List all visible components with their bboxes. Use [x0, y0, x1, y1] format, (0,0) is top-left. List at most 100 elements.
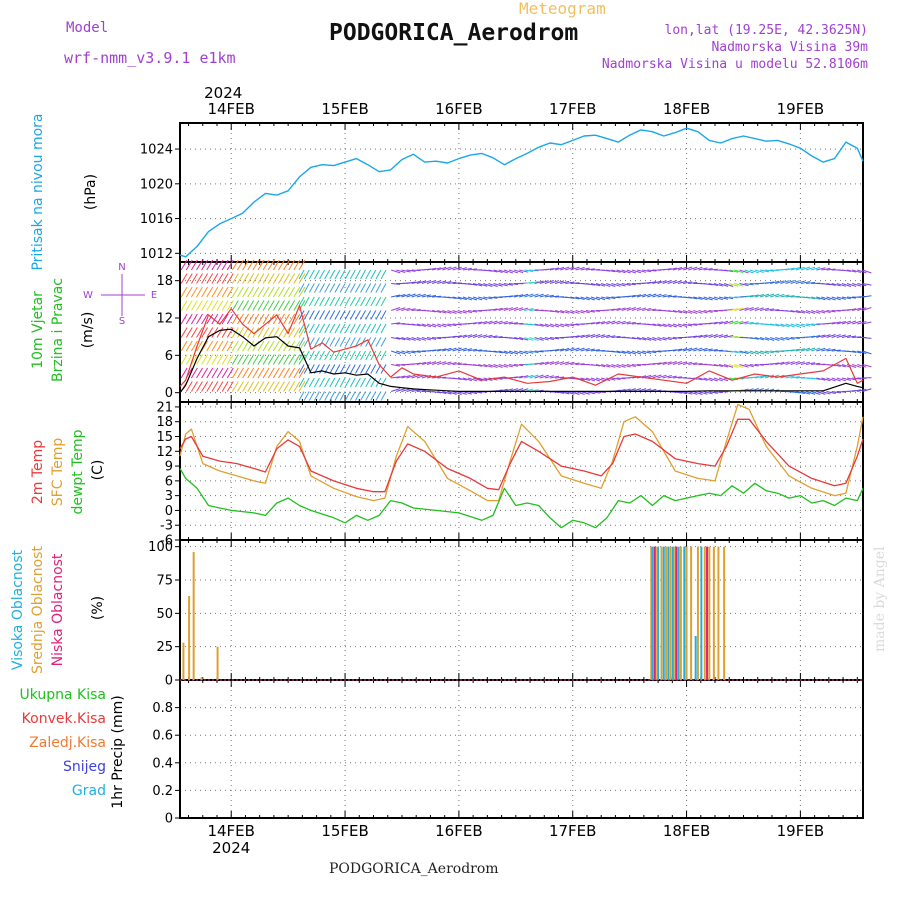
wind-arrow	[621, 269, 631, 274]
wind-arrow	[401, 388, 411, 392]
wind-arrow	[365, 377, 372, 388]
wind-arrow	[319, 269, 326, 280]
wind-arrow	[457, 334, 467, 338]
wind-arrow	[524, 269, 534, 273]
wind-arrow	[391, 322, 401, 325]
x-bottom-year: 2024	[212, 839, 250, 857]
wind-arrow	[314, 283, 320, 293]
wind-arrow	[278, 381, 285, 392]
wind-arrow	[442, 391, 452, 395]
wind-arrow	[611, 335, 621, 338]
precip-panel: 0 0.2 0.4 0.6 0.8	[152, 679, 864, 827]
wind-arrow	[770, 350, 780, 353]
wind-arrow	[754, 307, 765, 311]
wind-arrow	[595, 377, 606, 382]
wind-arrow	[611, 283, 621, 287]
wind-arrow	[452, 377, 462, 381]
wind-arrow	[570, 335, 580, 338]
temperature-ytick-label: -6	[160, 534, 173, 549]
wind-arrow	[652, 309, 662, 311]
wind-arrow	[595, 321, 606, 325]
wind-arrow	[206, 313, 214, 325]
wind-arrow	[529, 350, 539, 354]
wind-arrow	[272, 313, 280, 325]
wind-arrow	[585, 283, 595, 286]
wind-arrow	[795, 280, 805, 284]
cloud-ylabel-mid: Srednja Oblacnost	[30, 546, 46, 674]
wind-arrow	[262, 354, 270, 365]
wind-arrow	[391, 388, 401, 392]
wind-arrow	[201, 259, 209, 271]
wind-arrow	[483, 364, 493, 368]
wind-arrow	[770, 309, 780, 311]
wind-arrow	[631, 269, 642, 274]
wind-arrow	[370, 310, 377, 320]
wind-arrow	[380, 323, 387, 334]
wind-arrow	[785, 323, 795, 328]
wind-arrow	[513, 269, 524, 274]
wind-arrow	[231, 367, 239, 379]
wind-arrow	[308, 310, 315, 320]
x-top-label: 18FEB	[663, 100, 710, 118]
wind-arrow	[852, 307, 862, 311]
wind-arrow	[421, 294, 432, 298]
wind-arrow	[406, 350, 416, 354]
wind-arrow	[411, 280, 421, 284]
wind-arrow	[344, 283, 351, 293]
wind-arrow	[565, 310, 575, 314]
wind-arrow	[647, 350, 657, 354]
wind-arrow	[216, 286, 224, 298]
wind-arrow	[401, 307, 411, 311]
wind-arrow	[718, 377, 729, 382]
wind-arrow	[800, 266, 811, 271]
wind-arrow	[677, 310, 688, 314]
product-title: Meteogram	[519, 0, 606, 18]
wind-arrow	[595, 283, 606, 287]
wind-arrow	[396, 269, 406, 274]
temperature-ytick-label: 15	[156, 430, 173, 445]
wind-arrow	[775, 293, 785, 298]
wind-arrow	[237, 286, 244, 298]
wind-arrow	[729, 308, 739, 311]
wind-arrow	[662, 375, 672, 379]
wind-arrow	[437, 376, 447, 379]
wind-arrow	[616, 320, 626, 325]
wind-arrow	[836, 364, 846, 368]
wind-arrow	[447, 323, 457, 327]
10m-wind-speed-line	[179, 328, 864, 394]
wind-arrow	[365, 296, 372, 307]
wind-arrow	[811, 266, 821, 271]
wind-arrow	[375, 310, 382, 320]
wind-arrow	[391, 283, 401, 285]
wind-arrow	[360, 296, 366, 307]
wind-arrow	[667, 375, 677, 379]
wind-arrow	[667, 267, 677, 271]
wind-arrow	[703, 334, 713, 338]
wind-arrow	[416, 389, 426, 392]
wind-arrow	[616, 350, 626, 354]
wind-arrow	[544, 337, 554, 341]
wind-arrow	[314, 377, 320, 388]
wind-arrow	[201, 273, 209, 284]
wind-arrow	[560, 266, 570, 271]
wind-arrow	[314, 391, 320, 401]
wind-arrow	[216, 259, 224, 271]
wind-arrow	[406, 293, 416, 298]
wind-arrow	[201, 286, 209, 298]
wind-arrow	[513, 337, 524, 341]
wind-arrow	[826, 391, 836, 395]
wind-arrow	[257, 300, 265, 311]
wind-arrow	[805, 266, 816, 271]
wind-arrow	[216, 354, 224, 365]
wind-arrow	[693, 310, 703, 314]
wind-arrow	[442, 323, 452, 327]
wind-arrow	[293, 286, 301, 298]
wind-arrow	[544, 323, 554, 328]
wind-arrow	[718, 296, 729, 300]
wind-arrow	[724, 335, 734, 338]
precip-legend-item: Konvek.Kisa	[22, 711, 106, 727]
wind-arrow	[180, 259, 188, 271]
wind-arrow	[237, 381, 244, 392]
wind-arrow	[319, 296, 326, 307]
wind-arrow	[278, 354, 285, 365]
